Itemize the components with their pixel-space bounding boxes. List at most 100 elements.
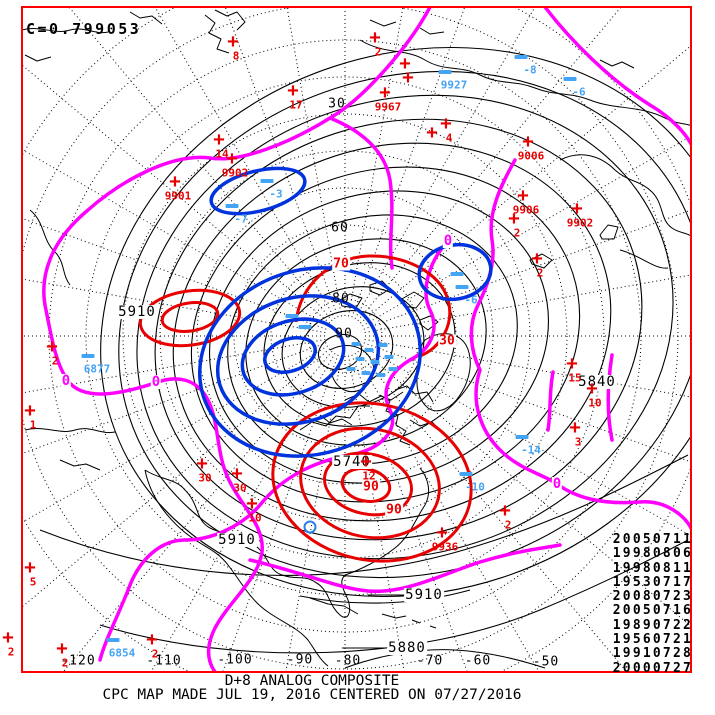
- height-contours-south: [39, 454, 689, 654]
- plus-marker-icon: +: [287, 79, 299, 102]
- plus-marker-value: 2: [51, 354, 59, 368]
- minus-marker-icon: [285, 314, 299, 318]
- height-contour-label: 5880: [387, 640, 427, 656]
- analog-date: 19530717: [612, 574, 693, 590]
- plus-marker-value: 8: [232, 49, 240, 63]
- minus-marker-value: -10: [465, 480, 485, 494]
- map-caption: D+8 ANALOG COMPOSITE CPC MAP MADE JUL 19…: [0, 674, 624, 703]
- plus-marker-value: 3: [574, 435, 582, 449]
- positive-anomaly-label: 30: [438, 333, 456, 349]
- plus-marker-icon: +: [566, 352, 578, 375]
- positive-anomaly-label: 70: [332, 256, 350, 272]
- analog-date: 20000727: [612, 660, 693, 676]
- plus-marker-value: 30: [198, 471, 212, 485]
- minus-marker-value: -14: [521, 443, 541, 457]
- zero-line-label: 0: [150, 374, 162, 390]
- plus-marker-value: 9902: [221, 166, 249, 180]
- plus-marker-icon: +: [402, 66, 414, 89]
- plus-marker-value: 2: [536, 266, 544, 280]
- plus-marker-icon: +: [231, 462, 243, 485]
- minus-marker-value: -3: [269, 187, 283, 201]
- minus-marker-icon: [563, 77, 577, 81]
- plus-marker-icon: +: [517, 184, 529, 207]
- plus-marker-value: 30: [233, 481, 247, 495]
- height-contour-label: 5910: [404, 587, 444, 603]
- plus-marker-icon: +: [569, 416, 581, 439]
- minus-marker-value: -6: [464, 293, 478, 307]
- minus-marker-icon: [384, 355, 394, 359]
- plus-marker-icon: +: [436, 521, 448, 544]
- plus-marker-value: 12: [362, 469, 376, 483]
- plus-marker-icon: +: [196, 452, 208, 475]
- plus-marker-icon: +: [146, 628, 158, 651]
- longitude-label: -80: [334, 653, 362, 669]
- longitude-label: -50: [532, 654, 560, 670]
- minus-marker-icon: [438, 70, 452, 74]
- plus-marker-icon: +: [508, 207, 520, 230]
- plus-marker-value: 2: [151, 647, 159, 661]
- plus-marker-icon: +: [56, 637, 68, 660]
- minus-marker-icon: [106, 638, 120, 642]
- analog-date: 19980811: [612, 560, 693, 576]
- plus-marker-value: 15: [568, 371, 582, 385]
- plus-marker-value: 9967: [374, 100, 402, 114]
- plus-marker-value: 10: [248, 511, 262, 525]
- plus-marker-value: 1: [29, 418, 37, 432]
- plus-marker-icon: +: [379, 81, 391, 104]
- analog-date: 20080723: [612, 589, 693, 605]
- zero-line-label: 0: [442, 233, 454, 249]
- plus-marker-value: 2: [61, 656, 69, 670]
- caption-line-2: CPC MAP MADE JUL 19, 2016 CENTERED ON 07…: [102, 686, 522, 703]
- analog-dates-list: 20050711 19980806 19980811 19530717 20080723…: [612, 532, 693, 676]
- plus-marker-icon: +: [46, 335, 58, 358]
- plus-marker-value: 4: [445, 131, 453, 145]
- longitude-label: -70: [416, 653, 444, 669]
- zero-anomaly-contours: [42, 8, 690, 671]
- plus-marker-value: 9901: [164, 189, 192, 203]
- height-contour-label: 5740: [332, 454, 372, 470]
- minus-marker-value: 6854: [108, 646, 136, 660]
- analog-date: 20050711: [612, 532, 693, 547]
- plus-marker-value: 10: [588, 396, 602, 410]
- plus-marker-value: 9936: [431, 540, 459, 554]
- minus-marker-icon: [370, 360, 380, 364]
- minus-marker-value: -8: [523, 63, 537, 77]
- plus-marker-icon: +: [522, 130, 534, 153]
- negative-anomaly-contours: [198, 166, 493, 458]
- plus-marker-icon: +: [227, 30, 239, 53]
- plus-marker-icon: +: [399, 52, 411, 75]
- longitude-label: -60: [464, 653, 492, 669]
- plus-marker-icon: +: [24, 399, 36, 422]
- minus-marker-icon: [298, 325, 312, 329]
- plus-marker-icon: +: [440, 112, 452, 135]
- analog-date: 19910728: [612, 646, 693, 662]
- zero-line-label: 0: [551, 476, 563, 492]
- minus-marker-icon: [378, 343, 388, 347]
- plus-marker-value: 9006: [517, 149, 545, 163]
- minus-marker-icon: [459, 472, 473, 476]
- analog-date: 19560721: [612, 632, 693, 648]
- longitude-label: -90: [286, 652, 314, 668]
- minus-marker-icon: [260, 179, 274, 183]
- plus-marker-value: 2: [374, 45, 382, 59]
- plus-marker-icon: +: [586, 377, 598, 400]
- minus-marker-icon: [355, 357, 365, 361]
- plus-marker-icon: +: [571, 197, 583, 220]
- plus-marker-value: 9906: [512, 203, 540, 217]
- minus-marker-icon: [388, 367, 398, 371]
- coastlines: [23, 9, 690, 669]
- label-leader-lines: [342, 594, 404, 649]
- longitude-label: -110: [146, 653, 182, 669]
- height-contour-label: 5910: [217, 532, 257, 548]
- plus-marker-value: 9902: [566, 216, 594, 230]
- plus-marker-value: 2: [513, 226, 521, 240]
- minus-marker-icon: [81, 354, 95, 358]
- plus-marker-icon: +: [360, 450, 372, 473]
- minus-marker-icon: [455, 285, 469, 289]
- positive-anomaly-contours: [138, 254, 473, 563]
- correlation-label: C=0.799053: [26, 20, 142, 38]
- plus-marker-value: 5: [29, 575, 37, 589]
- plus-marker-icon: +: [426, 121, 438, 144]
